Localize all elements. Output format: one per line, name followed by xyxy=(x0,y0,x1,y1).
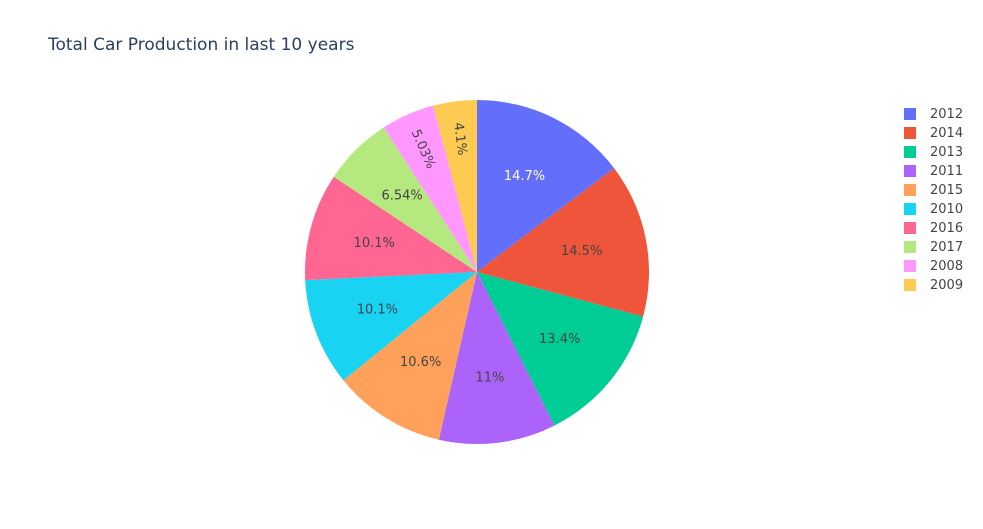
legend-label-2017: 2017 xyxy=(930,240,963,255)
pie-slice-2013[interactable] xyxy=(477,272,644,426)
legend-swatch-2011 xyxy=(904,165,916,177)
legend-swatch-2009 xyxy=(904,279,916,291)
legend-item-2013[interactable]: 2013 xyxy=(904,145,963,160)
legend-label-2011: 2011 xyxy=(930,164,963,179)
legend: 2012 2014 2013 2011 2015 2010 2016 2017 2008 2009 xyxy=(904,107,963,293)
pie-slice-2016[interactable] xyxy=(305,176,477,281)
pie-slice-label-2017: 6.54% xyxy=(381,189,422,204)
pie-slice-label-2010: 10.1% xyxy=(357,302,398,317)
pie-slice-2017[interactable] xyxy=(333,127,477,272)
legend-item-2012[interactable]: 2012 xyxy=(904,107,963,122)
legend-swatch-2013 xyxy=(904,146,916,158)
pie-slice-label-2015: 10.6% xyxy=(400,355,441,370)
legend-swatch-2017 xyxy=(904,241,916,253)
legend-label-2015: 2015 xyxy=(930,183,963,198)
pie-slice-2009[interactable] xyxy=(433,100,477,272)
legend-label-2010: 2010 xyxy=(930,202,963,217)
legend-item-2011[interactable]: 2011 xyxy=(904,164,963,179)
legend-item-2014[interactable]: 2014 xyxy=(904,126,963,141)
pie-slice-2012[interactable] xyxy=(477,100,615,272)
legend-item-2010[interactable]: 2010 xyxy=(904,202,963,217)
legend-swatch-2012 xyxy=(904,108,916,120)
pie-slice-label-2011: 11% xyxy=(475,370,504,385)
legend-swatch-2015 xyxy=(904,184,916,196)
pie-slice-2011[interactable] xyxy=(438,272,555,444)
legend-swatch-2008 xyxy=(904,260,916,272)
legend-swatch-2010 xyxy=(904,203,916,215)
legend-label-2009: 2009 xyxy=(930,278,963,293)
legend-label-2014: 2014 xyxy=(930,126,963,141)
legend-swatch-2016 xyxy=(904,222,916,234)
legend-item-2015[interactable]: 2015 xyxy=(904,183,963,198)
legend-item-2008[interactable]: 2008 xyxy=(904,259,963,274)
pie-slice-label-2014: 14.5% xyxy=(561,244,602,259)
pie-slice-2010[interactable] xyxy=(305,272,477,381)
pie-slice-label-2013: 13.4% xyxy=(539,332,580,347)
pie-slice-label-2009: 4.1% xyxy=(450,122,469,157)
pie-slice-2008[interactable] xyxy=(383,105,477,272)
legend-item-2016[interactable]: 2016 xyxy=(904,221,963,236)
legend-swatch-2014 xyxy=(904,127,916,139)
pie-slice-2015[interactable] xyxy=(343,272,477,440)
legend-item-2009[interactable]: 2009 xyxy=(904,278,963,293)
legend-label-2012: 2012 xyxy=(930,107,963,122)
pie-slice-labels: 14.7%14.5%13.4%11%10.6%10.1%10.1%6.54%5.… xyxy=(354,122,603,386)
chart-title: Total Car Production in last 10 years xyxy=(47,35,355,55)
pie-slice-2014[interactable] xyxy=(477,168,649,317)
pie-slice-label-2016: 10.1% xyxy=(354,236,395,251)
legend-label-2016: 2016 xyxy=(930,221,963,236)
pie-slices xyxy=(305,100,649,444)
legend-item-2017[interactable]: 2017 xyxy=(904,240,963,255)
legend-label-2013: 2013 xyxy=(930,145,963,160)
legend-label-2008: 2008 xyxy=(930,259,963,274)
pie-slice-label-2012: 14.7% xyxy=(504,169,545,184)
